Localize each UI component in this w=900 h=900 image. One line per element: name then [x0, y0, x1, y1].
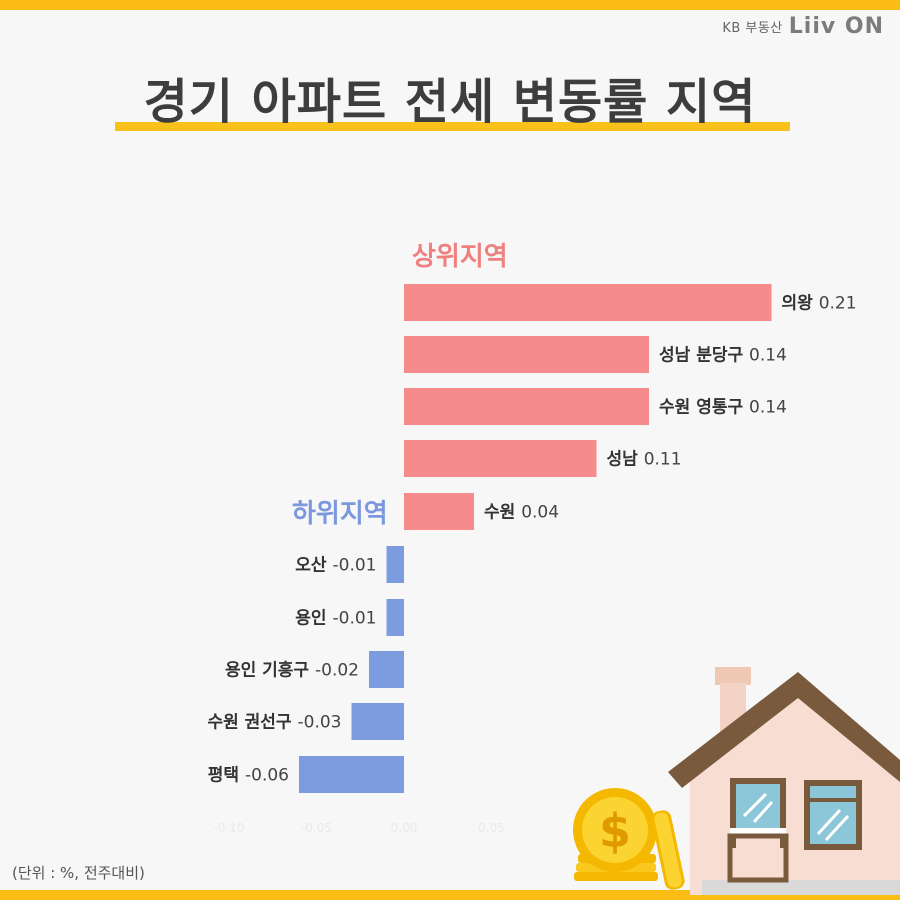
bar-label-1: 의왕 0.21	[782, 294, 857, 314]
unit-footnote: (단위 : %, 전주대비)	[12, 864, 145, 882]
bar-8	[369, 651, 404, 688]
bar-label-8: 용인 기흥구 -0.02	[225, 660, 359, 681]
bar-value-4: 0.11	[644, 450, 682, 470]
bottom-group-heading: 하위지역	[292, 499, 388, 529]
bar-9	[351, 703, 404, 740]
brand-kb-label: KB 부동산	[722, 21, 783, 36]
brand-logo: Liiv ON	[788, 14, 884, 39]
bar-category-7: 용인	[295, 609, 332, 629]
bar-label-5: 수원 0.04	[484, 503, 559, 523]
svg-text:$: $	[599, 804, 631, 858]
house-illustration: $	[573, 667, 900, 895]
bar-label-4: 성남 0.11	[607, 450, 682, 470]
bar-10	[299, 756, 404, 793]
bar-value-7: -0.01	[333, 609, 377, 629]
bar-value-9: -0.03	[298, 713, 342, 733]
x-tick-label-2: -0.05	[301, 821, 332, 835]
page-title: 경기 아파트 전세 변동률 지역	[143, 74, 757, 130]
house-icon	[668, 667, 900, 895]
bars	[299, 284, 772, 793]
coin-icon: $	[573, 788, 657, 872]
bar-category-9: 수원 권선구	[207, 713, 297, 733]
bar-category-10: 평택	[208, 766, 245, 786]
bar-label-6: 오산 -0.01	[295, 556, 376, 576]
bar-value-2: 0.14	[749, 346, 787, 366]
bar-2	[404, 336, 649, 373]
bar-category-4: 성남	[607, 450, 644, 470]
bar-label-9: 수원 권선구 -0.03	[207, 713, 341, 733]
brand: KB 부동산 Liiv ON	[722, 14, 884, 39]
bar-category-5: 수원	[484, 503, 521, 523]
bar-category-6: 오산	[295, 556, 332, 576]
bar-4	[404, 440, 597, 477]
bar-value-6: -0.01	[333, 556, 377, 576]
bar-value-5: 0.04	[521, 503, 559, 523]
bar-1	[404, 284, 772, 321]
x-tick-label-4: 0.05	[478, 821, 505, 835]
bar-5	[404, 493, 474, 530]
bar-category-8: 용인 기흥구	[225, 660, 315, 681]
bar-value-3: 0.14	[749, 398, 787, 418]
x-axis-ticks: -0.10 -0.05 0.00 0.05	[213, 821, 504, 835]
x-tick-label-3: 0.00	[391, 821, 418, 835]
bar-category-3: 수원 영통구	[659, 398, 749, 418]
bar-6	[386, 546, 404, 583]
x-tick-label-1: -0.10	[213, 821, 244, 835]
bar-label-2: 성남 분당구 0.14	[659, 346, 787, 366]
tilted-coin-icon	[651, 810, 685, 890]
bar-label-3: 수원 영통구 0.14	[659, 398, 787, 418]
bar-value-10: -0.06	[245, 766, 289, 786]
bar-7	[386, 599, 404, 636]
bar-value-1: 0.21	[819, 294, 857, 314]
bar-label-7: 용인 -0.01	[295, 609, 376, 629]
bottom-border	[0, 890, 900, 900]
top-group-heading: 상위지역	[412, 242, 508, 272]
bar-category-2: 성남 분당구	[659, 346, 749, 366]
bar-category-1: 의왕	[782, 294, 819, 314]
bar-value-8: -0.02	[315, 661, 359, 681]
bar-3	[404, 388, 649, 425]
bar-label-10: 평택 -0.06	[208, 766, 289, 786]
title-underline	[115, 122, 790, 131]
top-border	[0, 0, 900, 10]
